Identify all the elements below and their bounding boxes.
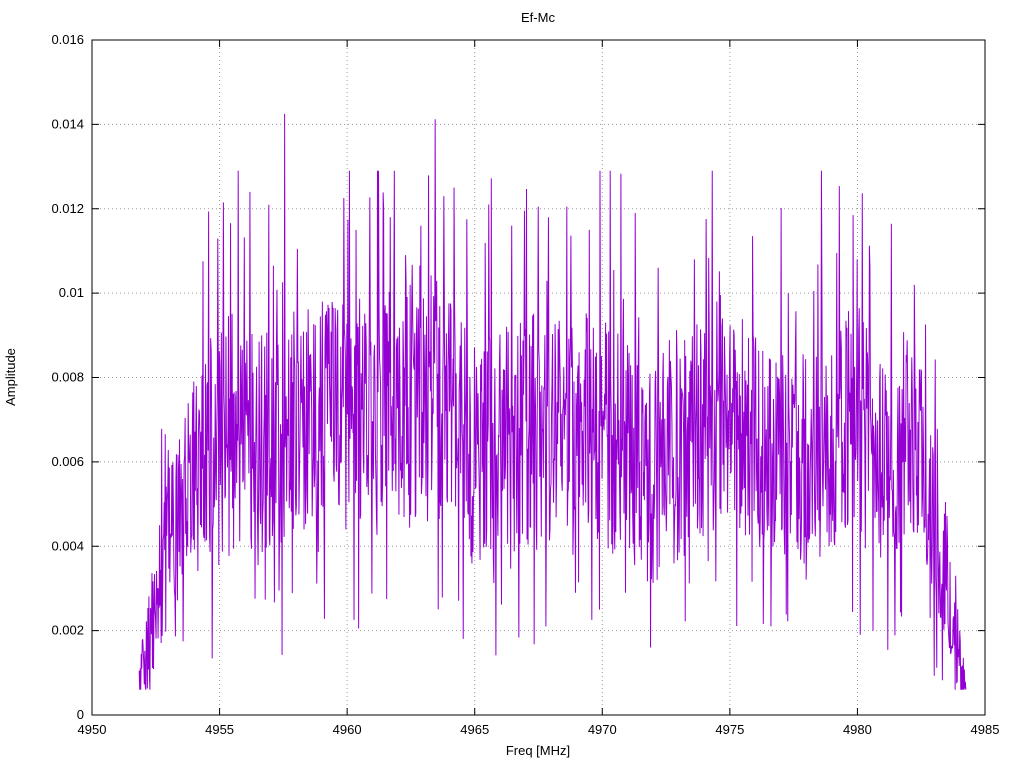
- x-tick-label: 4970: [588, 722, 617, 737]
- chart-title: Ef-Mc: [521, 10, 555, 25]
- y-tick-label: 0.012: [51, 201, 84, 216]
- y-tick-label: 0.014: [51, 116, 84, 131]
- x-tick-label: 4965: [460, 722, 489, 737]
- axis-layer: [91, 39, 986, 716]
- y-tick-label: 0.016: [51, 32, 84, 47]
- y-tick-label: 0.006: [51, 454, 84, 469]
- tick-label-layer: 4950 4955 4960 4965 4970 4975 4980 4985 0 0.002 0.…: [51, 32, 999, 737]
- x-tick-label: 4980: [843, 722, 872, 737]
- x-tick-label: 4950: [78, 722, 107, 737]
- y-tick-label: 0: [77, 707, 84, 722]
- x-tick-label: 4960: [333, 722, 362, 737]
- x-axis-label: Freq [MHz]: [506, 743, 570, 758]
- x-tick-label: 4955: [205, 722, 234, 737]
- y-tick-label: 0.01: [59, 285, 84, 300]
- y-tick-label: 0.008: [51, 370, 84, 385]
- data-layer: [138, 113, 967, 690]
- spectrum-line: [138, 113, 967, 690]
- y-tick-label: 0.004: [51, 538, 84, 553]
- y-tick-label: 0.002: [51, 623, 84, 638]
- x-tick-label: 4985: [971, 722, 1000, 737]
- x-tick-label: 4975: [715, 722, 744, 737]
- y-axis-label: Amplitude: [3, 348, 18, 406]
